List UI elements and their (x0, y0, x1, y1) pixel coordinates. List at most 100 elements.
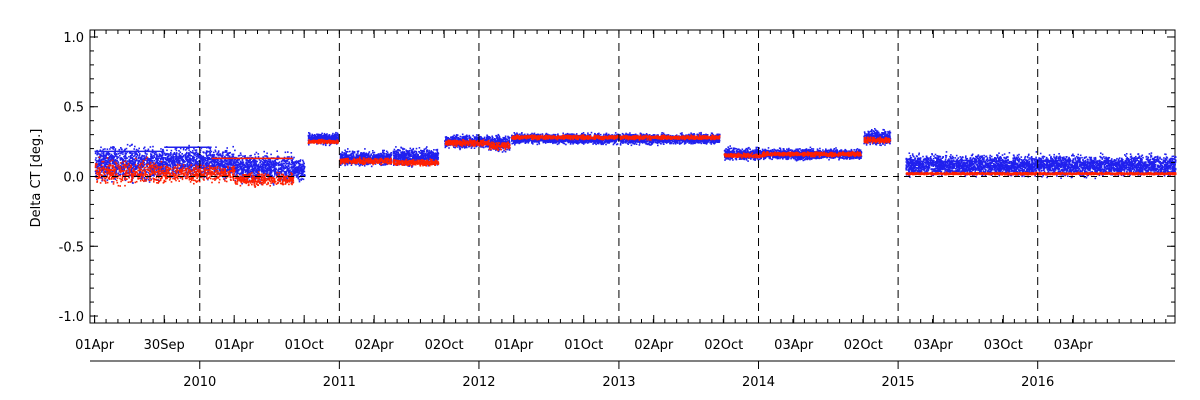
data-point (257, 166, 259, 168)
data-point (240, 161, 242, 164)
data-point (270, 167, 272, 170)
data-point (210, 161, 213, 163)
data-point (426, 149, 429, 151)
data-point (380, 155, 382, 157)
data-point (105, 154, 108, 157)
data-point (182, 148, 185, 151)
data-point (147, 148, 150, 151)
data-point (257, 168, 260, 171)
data-point (170, 157, 173, 159)
data-point (188, 149, 190, 151)
data-point (284, 166, 287, 169)
data-point (105, 165, 107, 168)
data-point (235, 166, 238, 168)
data-point (274, 167, 276, 169)
data-point (106, 179, 109, 181)
data-point (292, 165, 295, 168)
data-point (94, 152, 97, 155)
data-point (187, 155, 190, 158)
data-point (135, 148, 138, 151)
data-point (341, 151, 343, 153)
data-point (253, 172, 256, 175)
data-point (206, 164, 209, 167)
data-point (301, 168, 304, 171)
data-point (225, 151, 228, 153)
data-point (162, 168, 165, 170)
data-point (290, 159, 293, 162)
data-point (377, 153, 380, 156)
data-point (179, 156, 181, 158)
data-point (129, 152, 132, 154)
data-point (166, 149, 168, 152)
data-point (258, 173, 260, 175)
data-point (221, 155, 223, 158)
data-point (234, 161, 236, 163)
data-point (291, 170, 293, 172)
data-point (225, 154, 228, 156)
data-point (228, 152, 231, 155)
data-point (242, 170, 244, 173)
data-point (283, 159, 286, 161)
data-point (361, 153, 363, 156)
data-point (253, 165, 255, 167)
data-point (113, 160, 115, 163)
data-point (296, 167, 299, 170)
data-point (156, 155, 158, 157)
data-point (307, 134, 310, 137)
data-point (213, 151, 215, 154)
data-point (403, 151, 406, 153)
data-point (350, 155, 353, 158)
data-point (169, 164, 172, 167)
data-point (225, 170, 228, 173)
data-point (124, 157, 126, 159)
data-point (301, 172, 304, 175)
data-point (209, 152, 211, 155)
data-point (421, 154, 424, 157)
data-point (423, 154, 425, 157)
data-point (163, 161, 166, 163)
data-point (197, 152, 199, 155)
data-point (169, 166, 172, 168)
data-point (288, 167, 291, 169)
data-point (203, 161, 205, 163)
data-point (202, 157, 204, 160)
data-point (103, 154, 106, 157)
data-point (257, 163, 260, 166)
data-point (372, 152, 374, 154)
data-point (274, 159, 276, 162)
data-point (360, 154, 362, 157)
data-point (187, 147, 190, 149)
data-point (156, 161, 158, 163)
data-point (314, 134, 316, 136)
data-point (299, 170, 301, 172)
data-point (209, 158, 211, 161)
data-point (177, 156, 180, 158)
data-point (173, 160, 176, 163)
data-point (248, 179, 251, 182)
data-point (195, 149, 198, 151)
data-point (240, 162, 243, 165)
data-point (363, 165, 366, 167)
data-point (421, 156, 424, 159)
data-point (137, 149, 139, 152)
data-point (278, 167, 280, 170)
data-point (280, 172, 282, 174)
data-point (268, 158, 271, 160)
data-point (337, 138, 340, 141)
data-point (208, 154, 210, 156)
data-point (308, 138, 311, 140)
data-point (137, 163, 139, 165)
data-point (241, 169, 243, 171)
data-point (123, 174, 125, 176)
data-point (382, 155, 385, 157)
data-point (192, 163, 194, 165)
data-point (321, 136, 323, 138)
data-point (249, 162, 252, 165)
data-point (249, 159, 251, 162)
data-point (252, 169, 254, 171)
data-point (403, 148, 406, 150)
data-point (253, 163, 256, 166)
data-point (188, 162, 191, 164)
data-point (221, 165, 223, 168)
